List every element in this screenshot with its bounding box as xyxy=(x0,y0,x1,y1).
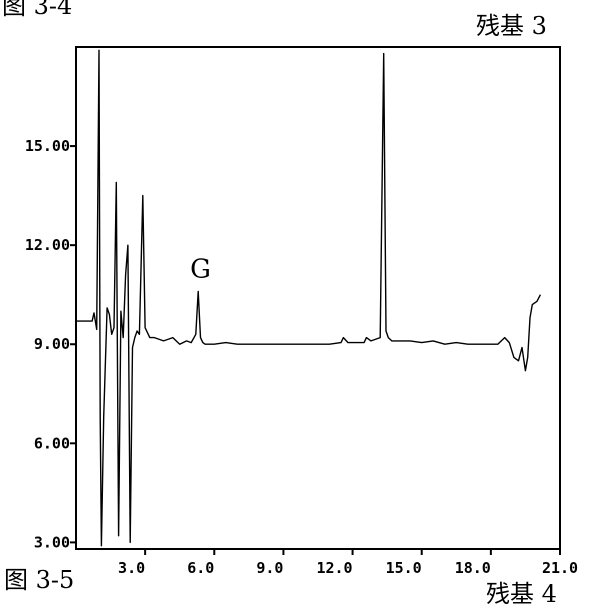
x-tick-label: 3.0 xyxy=(118,559,145,577)
figure-caption-top-right: 残基 3 xyxy=(476,12,547,40)
figure-caption-top-left: 图 3-4 xyxy=(2,0,73,20)
y-tick-label: 6.00 xyxy=(34,434,70,452)
x-tick-label: 21.0 xyxy=(542,559,578,577)
y-tick-label: 12.00 xyxy=(25,236,70,254)
peak-label-g: G xyxy=(190,254,211,284)
plot-frame xyxy=(75,46,561,550)
x-tick-label: 15.0 xyxy=(386,559,422,577)
y-tick-label: 15.00 xyxy=(25,137,70,155)
x-tick-label: 6.0 xyxy=(187,559,214,577)
figure-caption-bottom-left: 图 3-5 xyxy=(4,566,75,594)
x-tick-label: 18.0 xyxy=(455,559,491,577)
y-tick-label: 9.00 xyxy=(34,335,70,353)
y-tick-label: 3.00 xyxy=(34,533,70,551)
x-tick-label: 9.0 xyxy=(256,559,283,577)
chromatogram-trace xyxy=(76,49,542,547)
x-tick-label: 12.0 xyxy=(316,559,352,577)
